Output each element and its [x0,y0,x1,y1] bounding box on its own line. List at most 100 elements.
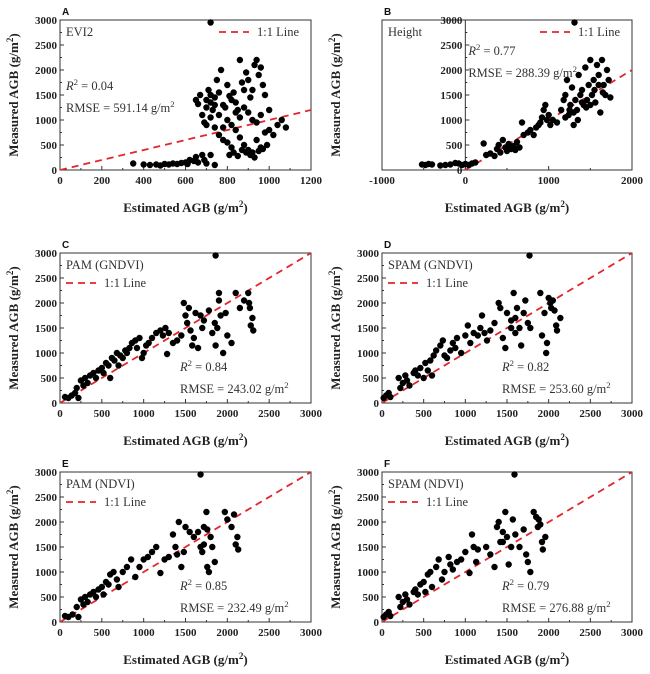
data-point [420,374,427,382]
data-point [387,612,394,620]
x-tick-label: 400 [135,175,152,187]
data-point [435,556,442,563]
data-point [447,347,454,354]
data-point [228,523,235,531]
data-point [542,101,549,109]
x-tick-label: 3000 [621,408,644,420]
data-point [232,541,239,548]
data-point [510,289,517,297]
data-point [537,289,544,297]
data-point [477,324,484,332]
legend-label: 1:1 Line [104,276,146,290]
data-point [194,528,202,536]
data-point [474,332,482,339]
x-tick-label: 2000 [538,408,561,420]
data-point [480,140,487,147]
data-point [215,297,223,304]
data-point [447,161,454,168]
data-point [188,342,196,349]
data-point [439,337,447,344]
data-point [197,312,204,319]
data-point [497,149,504,156]
data-point [100,369,107,377]
panel-letter: A [62,7,69,18]
y-tick-label: 500 [363,592,380,604]
data-point [92,593,100,601]
y-tick-label: 1000 [35,567,58,579]
data-point [194,100,202,108]
legend: 1:1 Line [66,495,146,509]
data-point [585,81,592,89]
data-point [491,319,498,327]
x-tick-label: 1000 [454,408,477,420]
rmse-annotation: RMSE = 276.88 g/m2​ [502,599,611,615]
data-point [228,121,235,129]
data-point [133,344,141,352]
x-tick-label: 0 [379,627,385,639]
data-point [140,349,147,357]
data-point [499,136,507,144]
data-point [217,66,225,74]
data-point [203,121,210,129]
data-point [75,394,82,402]
data-point [574,116,582,124]
data-point [537,119,544,126]
y-tick-label: 0 [374,398,380,410]
data-point [203,160,210,167]
data-point [397,603,404,611]
data-point [493,523,501,531]
panel-title: PAM (GNDVI) [66,258,144,272]
data-point [598,56,606,64]
data-point [387,393,394,401]
data-point [526,252,533,259]
data-point [605,76,612,84]
y-tick-label: 0 [52,398,58,410]
x-tick-label: 1500 [175,627,198,639]
data-point [522,297,529,304]
data-point [212,342,219,349]
x-tick-label: 2000 [621,175,644,187]
data-point [236,304,244,312]
data-point [207,91,214,99]
data-point [590,76,597,84]
data-point [438,576,446,583]
data-point [148,334,156,342]
data-point [445,553,452,561]
data-point [84,598,91,606]
data-point [215,89,223,96]
data-point [232,126,239,134]
data-point [593,61,601,69]
y-tick-label: 0 [374,617,380,629]
data-point [530,508,537,516]
legend-label: 1:1 Line [104,495,146,509]
x-tick-label: 0 [57,408,63,420]
x-tick-label: 2500 [258,627,281,639]
y-axis-title: Measured AGB (g/m2​) [5,33,21,156]
rmse-annotation: RMSE = 232.49 g/m2​ [180,599,289,615]
data-point [182,523,189,531]
data-point [542,533,549,541]
y-tick-label: 500 [363,373,380,385]
data-point [583,96,591,104]
data-point [257,64,264,71]
data-point [562,91,569,99]
y-tick-label: 0 [52,617,58,629]
data-point [462,548,469,556]
data-point [282,124,290,131]
data-point [522,551,530,558]
data-point [196,91,204,99]
data-point [422,359,429,367]
data-point [468,531,476,538]
x-tick-label: 1000 [454,627,477,639]
x-tick-label: 1000 [133,627,156,639]
panel-c: C 0 500 1000 1500 2000 2500 3000 0 500 1000 1500 200… [5,240,323,448]
data-point [437,162,444,169]
data-point [157,327,164,334]
data-point [467,339,474,347]
data-point [567,101,574,109]
r2-annotation: R2​ = 0.77 [467,42,515,58]
data-point [111,357,118,364]
data-point [472,159,479,166]
data-point [148,548,156,556]
x-tick-label: 0 [379,408,385,420]
